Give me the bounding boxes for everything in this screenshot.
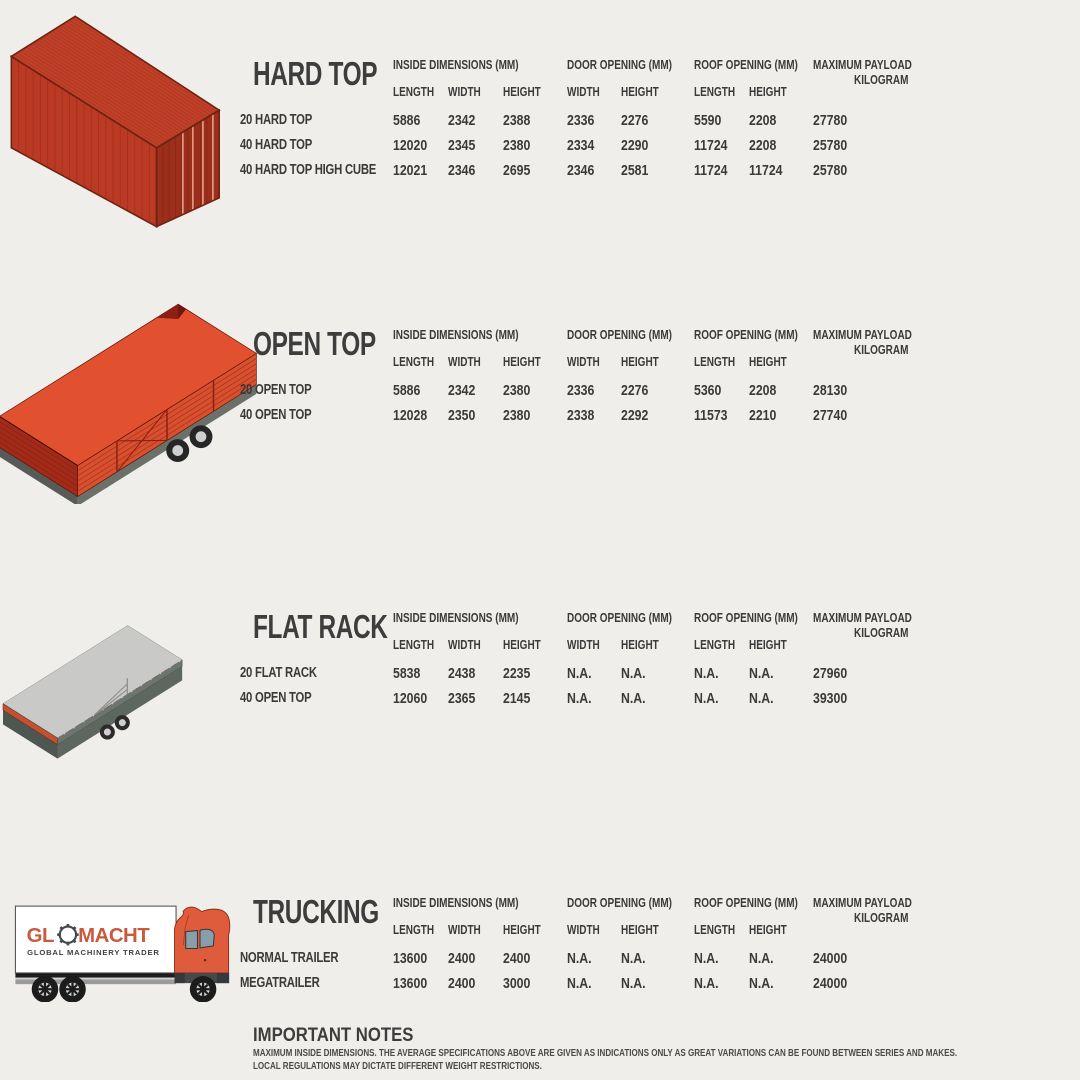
svg-text:GLOBAL MACHINERY TRADER: GLOBAL MACHINERY TRADER: [27, 948, 160, 957]
svg-text:GL: GL: [27, 925, 54, 947]
svg-text:MACHT: MACHT: [78, 925, 150, 947]
